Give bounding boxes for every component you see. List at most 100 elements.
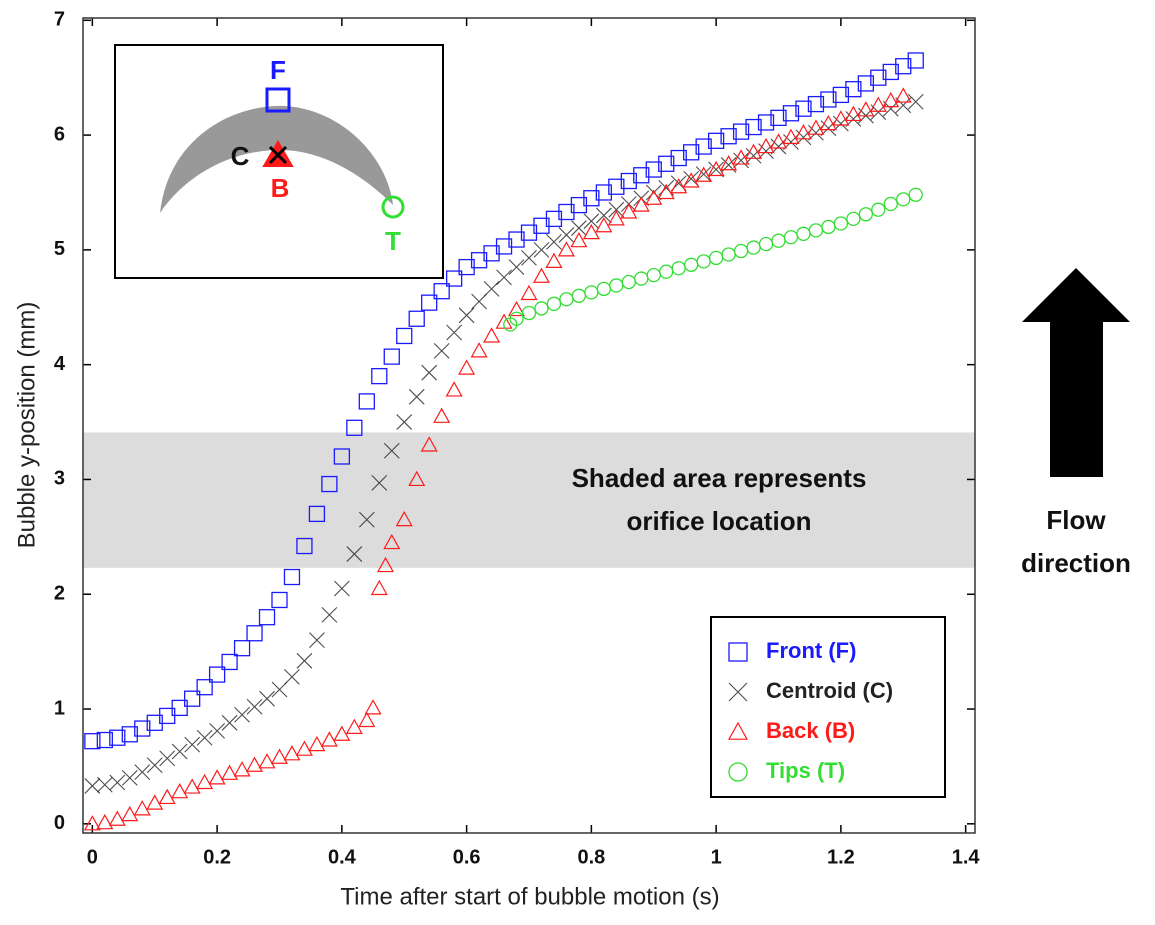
point: [84, 733, 101, 750]
point: [133, 800, 151, 816]
point: [333, 448, 351, 465]
legend-label: Back (B): [766, 718, 855, 743]
point: [583, 213, 600, 230]
point: [196, 679, 213, 696]
point: [283, 745, 301, 761]
point: [371, 367, 388, 385]
point: [395, 510, 413, 527]
point: [608, 178, 625, 195]
legend-marker: [727, 721, 749, 740]
point: [883, 196, 898, 212]
point: [184, 736, 201, 753]
point: [233, 640, 251, 657]
point: [270, 748, 289, 764]
point: [794, 124, 812, 140]
point: [383, 442, 400, 459]
point: [509, 311, 524, 326]
point: [720, 128, 737, 145]
point: [221, 653, 238, 671]
point: [370, 579, 388, 596]
point: [296, 537, 313, 555]
point: [284, 668, 300, 685]
y-tick-label: 6: [54, 123, 65, 145]
legend-frame: [710, 616, 946, 798]
point: [408, 310, 425, 327]
inset: F C B T: [114, 44, 444, 279]
x-axis-label: Time after start of bubble motion (s): [340, 883, 719, 910]
point: [158, 788, 176, 805]
point: [658, 155, 675, 172]
x-tick-label: 0.6: [453, 846, 481, 868]
point: [896, 192, 911, 207]
x-tick-label: 0.4: [328, 846, 357, 868]
point: [246, 698, 263, 715]
point: [807, 119, 825, 135]
point: [234, 706, 250, 723]
y-tick-label: 0: [54, 812, 65, 834]
point: [870, 69, 887, 86]
point: [221, 714, 238, 731]
point: [908, 187, 923, 202]
point: [445, 270, 463, 287]
point: [408, 388, 425, 405]
point: [545, 252, 563, 268]
point: [321, 475, 338, 493]
x-tick-label: 1.4: [952, 846, 981, 868]
inset-label: F: [270, 55, 286, 85]
point: [383, 348, 400, 365]
point: [583, 190, 600, 207]
point: [682, 172, 700, 188]
point: [595, 207, 612, 224]
point: [134, 720, 151, 737]
point: [895, 58, 912, 75]
point: [757, 137, 775, 154]
point: [396, 327, 413, 345]
point: [108, 810, 126, 826]
point: [557, 241, 575, 257]
legend-marker: [728, 682, 748, 702]
point: [695, 138, 712, 155]
point: [483, 327, 501, 343]
point: [421, 364, 438, 381]
series: [503, 187, 923, 332]
y-tick-label: 4: [54, 353, 66, 375]
point: [534, 301, 549, 316]
point: [520, 284, 538, 301]
point: [845, 81, 862, 98]
point: [895, 97, 912, 114]
point: [820, 91, 837, 108]
point: [546, 296, 562, 311]
point: [296, 652, 313, 669]
point: [358, 711, 376, 728]
point: [246, 625, 263, 642]
series: [83, 87, 912, 831]
point: [271, 591, 288, 609]
point: [134, 764, 151, 781]
point: [346, 419, 363, 436]
point: [607, 210, 625, 226]
point: [159, 750, 176, 767]
point: [183, 778, 201, 794]
side-note: direction: [1021, 548, 1131, 578]
inset-label: B: [271, 173, 290, 203]
point: [445, 381, 463, 397]
side-note: Flow: [1046, 505, 1106, 535]
point: [633, 167, 650, 184]
point: [345, 718, 363, 734]
legend-label: Centroid (C): [766, 678, 893, 703]
legend-label: Tips (T): [766, 758, 845, 783]
point: [508, 259, 525, 275]
point: [433, 407, 451, 423]
point: [320, 731, 338, 747]
point: [707, 160, 725, 177]
point: [858, 207, 873, 222]
point: [208, 666, 226, 683]
point: [695, 166, 712, 183]
point: [745, 118, 762, 136]
point: [246, 756, 264, 772]
point: [871, 202, 886, 217]
point: [558, 227, 575, 243]
plot-frame: [82, 17, 976, 834]
legend-label: Front (F): [766, 638, 856, 663]
